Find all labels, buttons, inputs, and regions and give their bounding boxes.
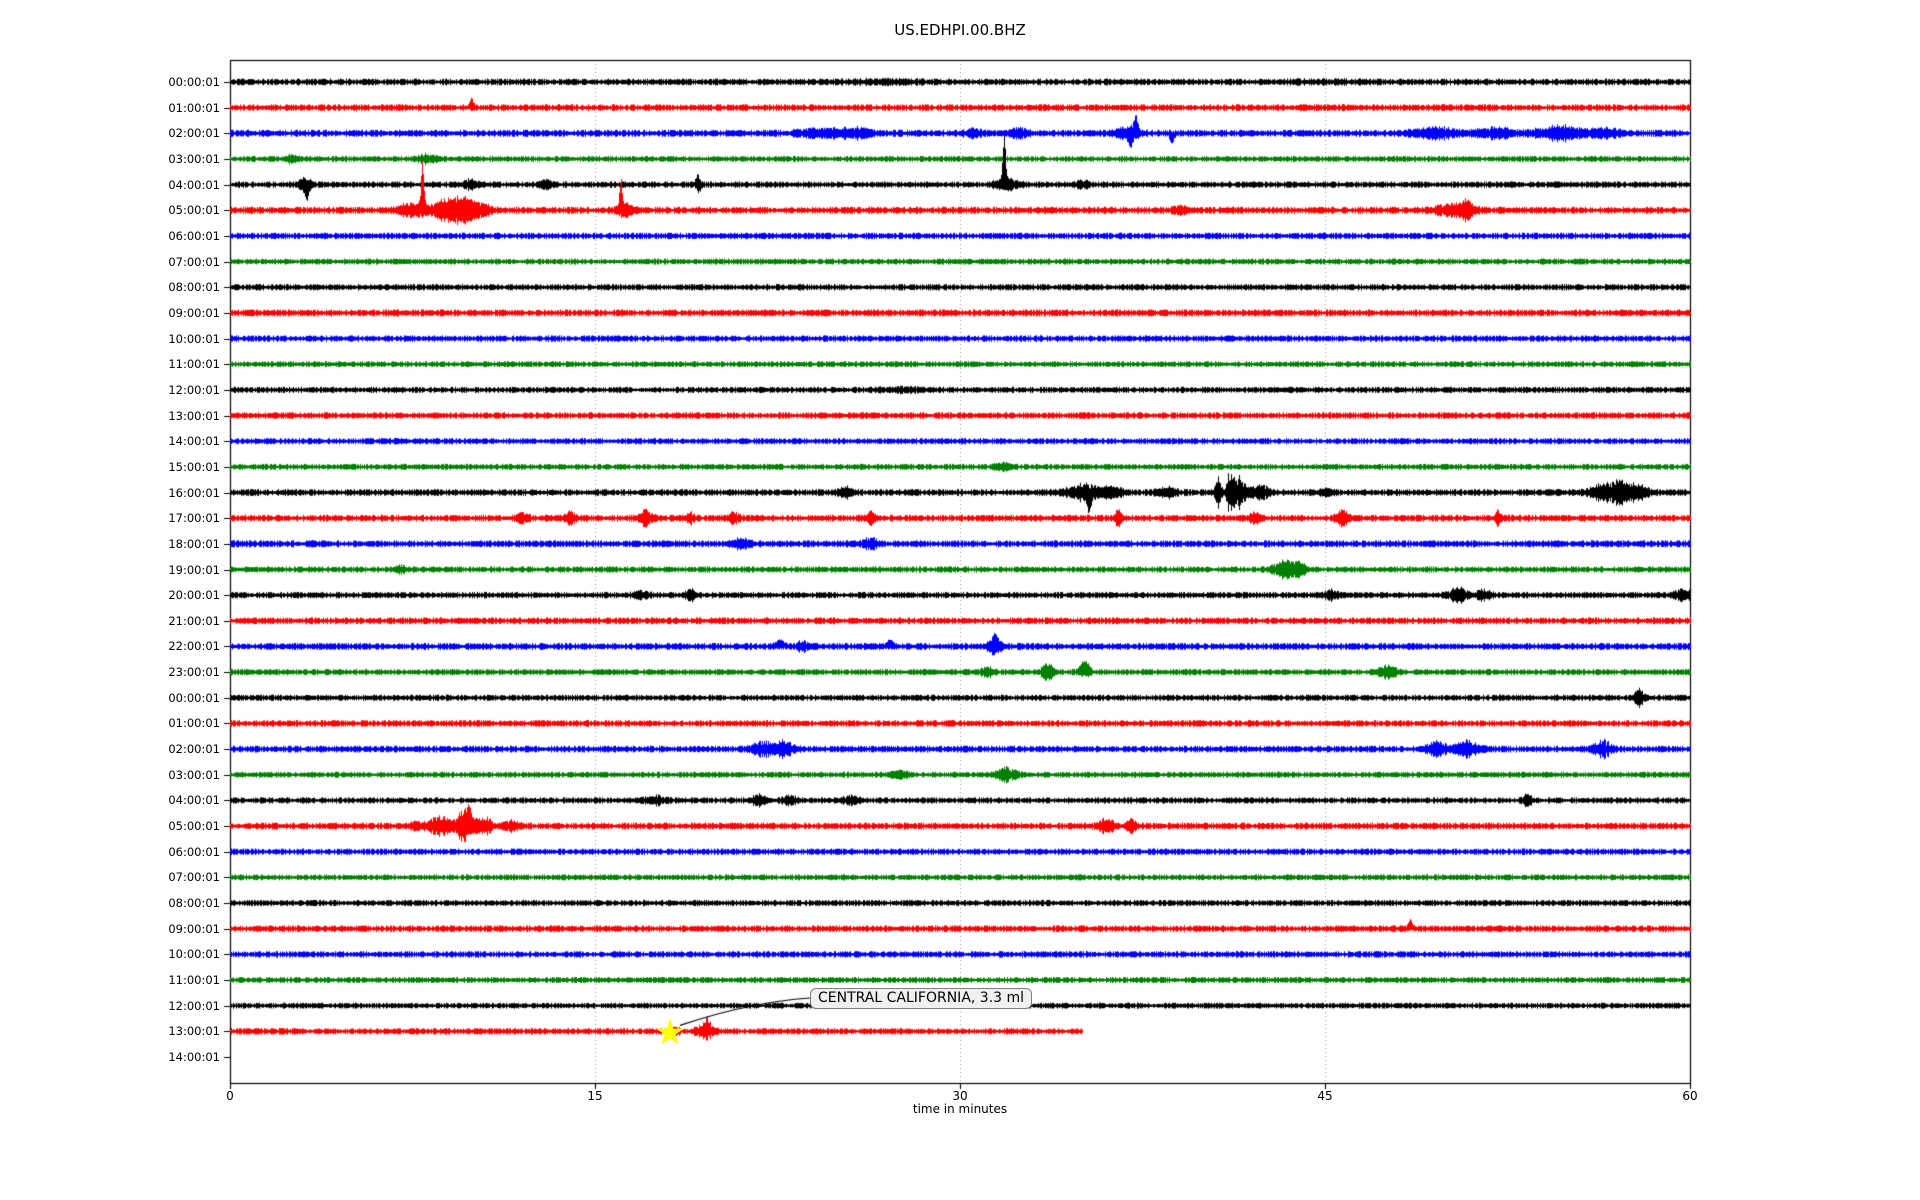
y-tick-label: 09:00:01 xyxy=(168,305,220,320)
event-annotation: CENTRAL CALIFORNIA, 3.3 ml xyxy=(810,988,1033,1009)
y-tick-label: 17:00:01 xyxy=(168,511,220,526)
y-tick-label: 04:00:01 xyxy=(168,177,220,192)
y-tick-label: 03:00:01 xyxy=(168,767,220,782)
y-tick-label: 14:00:01 xyxy=(168,1050,220,1064)
y-tick-label: 23:00:01 xyxy=(168,665,220,680)
y-tick-label: 00:00:01 xyxy=(168,690,220,705)
y-tick-label: 13:00:01 xyxy=(168,408,220,423)
y-tick-label: 11:00:01 xyxy=(168,973,220,988)
y-tick-label: 20:00:01 xyxy=(168,588,220,603)
y-tick-label: 09:00:01 xyxy=(168,921,220,936)
y-tick-label: 10:00:01 xyxy=(168,947,220,962)
y-tick-label: 05:00:01 xyxy=(168,819,220,834)
y-tick-label: 03:00:01 xyxy=(168,151,220,166)
y-tick-label: 01:00:01 xyxy=(168,716,220,731)
event-marker-star-icon xyxy=(656,1019,684,1045)
y-tick-label: 07:00:01 xyxy=(168,870,220,885)
y-tick-label: 06:00:01 xyxy=(168,228,220,243)
y-tick-label: 06:00:01 xyxy=(168,844,220,859)
y-tick-label: 07:00:01 xyxy=(168,254,220,269)
y-tick-label: 16:00:01 xyxy=(168,485,220,500)
y-tick-label: 11:00:01 xyxy=(168,357,220,372)
y-tick-label: 08:00:01 xyxy=(168,896,220,911)
y-tick-label: 12:00:01 xyxy=(168,998,220,1013)
y-tick-label: 10:00:01 xyxy=(168,331,220,346)
y-tick-label: 02:00:01 xyxy=(168,126,220,141)
y-tick-label: 15:00:01 xyxy=(168,459,220,474)
x-axis-label: time in minutes xyxy=(912,1102,1008,1116)
x-tick-label: 60 xyxy=(1682,1089,1698,1103)
plot-title: US.EDHPI.00.BHZ xyxy=(894,21,1026,39)
y-tick-label: 22:00:01 xyxy=(168,639,220,654)
y-tick-label: 19:00:01 xyxy=(168,562,220,577)
y-tick-label: 18:00:01 xyxy=(168,536,220,551)
y-tick-label: 00:00:01 xyxy=(168,75,220,89)
x-tick-label: 15 xyxy=(587,1089,603,1103)
y-tick-label: 02:00:01 xyxy=(168,742,220,757)
x-tick-label: 45 xyxy=(1317,1089,1333,1103)
x-tick-label: 30 xyxy=(952,1089,968,1103)
y-tick-label: 14:00:01 xyxy=(168,434,220,449)
y-tick-label: 05:00:01 xyxy=(168,203,220,218)
y-tick-label: 01:00:01 xyxy=(168,100,220,115)
y-tick-label: 13:00:01 xyxy=(168,1024,220,1039)
y-tick-label: 08:00:01 xyxy=(168,280,220,295)
x-tick-label: 0 xyxy=(226,1089,234,1103)
y-tick-label: 12:00:01 xyxy=(168,382,220,397)
y-tick-label: 21:00:01 xyxy=(168,613,220,628)
y-tick-label: 04:00:01 xyxy=(168,793,220,808)
